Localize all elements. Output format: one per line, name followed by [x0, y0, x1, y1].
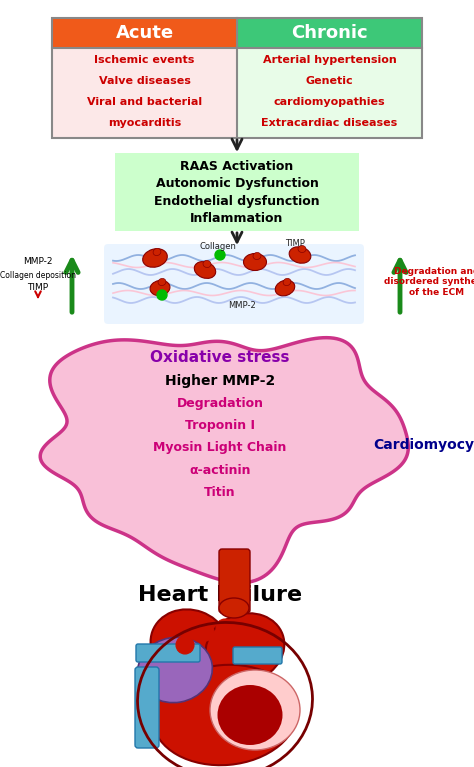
Ellipse shape: [137, 637, 212, 703]
Text: Ischemic events: Ischemic events: [94, 55, 195, 65]
Ellipse shape: [153, 249, 161, 255]
FancyBboxPatch shape: [237, 48, 422, 138]
Ellipse shape: [194, 262, 216, 278]
Text: Valve diseases: Valve diseases: [99, 76, 191, 86]
Text: TIMP: TIMP: [285, 239, 305, 248]
FancyBboxPatch shape: [233, 647, 282, 664]
Ellipse shape: [289, 247, 311, 263]
Text: Myosin Light Chain: Myosin Light Chain: [153, 442, 287, 455]
Circle shape: [216, 619, 234, 637]
Ellipse shape: [244, 254, 266, 271]
Circle shape: [215, 250, 225, 260]
Text: α-actinin: α-actinin: [189, 463, 251, 476]
Text: Troponin I: Troponin I: [185, 420, 255, 433]
Circle shape: [157, 290, 167, 300]
Ellipse shape: [253, 252, 261, 259]
Text: Degradation and
disordered synthesis
of the ECM: Degradation and disordered synthesis of …: [383, 267, 474, 297]
Text: Inflammation: Inflammation: [191, 212, 283, 225]
Text: MMP-2: MMP-2: [228, 301, 256, 310]
Text: Oxidative stress: Oxidative stress: [150, 351, 290, 366]
Text: Chronic: Chronic: [291, 24, 368, 42]
Ellipse shape: [206, 614, 284, 683]
Text: Titin: Titin: [204, 486, 236, 499]
FancyBboxPatch shape: [135, 667, 159, 748]
Text: Viral and bacterial: Viral and bacterial: [87, 97, 202, 107]
FancyBboxPatch shape: [52, 18, 237, 48]
Polygon shape: [40, 337, 408, 583]
Text: TIMP: TIMP: [27, 284, 48, 292]
Ellipse shape: [210, 670, 300, 750]
Ellipse shape: [150, 281, 170, 295]
Text: Heart Failure: Heart Failure: [138, 585, 302, 605]
Text: Degradation: Degradation: [176, 397, 264, 410]
Text: Collagen deposition: Collagen deposition: [0, 271, 76, 279]
Text: Higher MMP-2: Higher MMP-2: [165, 374, 275, 388]
Text: MMP-2: MMP-2: [23, 258, 53, 266]
Ellipse shape: [298, 245, 306, 252]
Ellipse shape: [283, 278, 291, 285]
Ellipse shape: [218, 685, 283, 745]
FancyBboxPatch shape: [115, 153, 359, 231]
Ellipse shape: [275, 280, 295, 296]
Circle shape: [196, 623, 214, 641]
FancyBboxPatch shape: [104, 244, 364, 324]
Text: Acute: Acute: [116, 24, 173, 42]
Ellipse shape: [151, 609, 229, 680]
Circle shape: [176, 636, 194, 654]
Text: RAAS Activation: RAAS Activation: [181, 160, 293, 173]
FancyBboxPatch shape: [52, 48, 237, 138]
Ellipse shape: [158, 278, 166, 285]
Ellipse shape: [153, 665, 297, 765]
Ellipse shape: [143, 249, 167, 267]
Ellipse shape: [203, 261, 211, 268]
FancyBboxPatch shape: [219, 549, 250, 613]
Text: myocarditis: myocarditis: [108, 118, 181, 128]
FancyBboxPatch shape: [136, 644, 200, 662]
Text: Arterial hypertension: Arterial hypertension: [263, 55, 396, 65]
FancyBboxPatch shape: [237, 18, 422, 48]
Text: Collagen: Collagen: [200, 242, 237, 251]
Text: Endothelial dysfunction: Endothelial dysfunction: [154, 195, 320, 208]
Text: cardiomyopathies: cardiomyopathies: [273, 97, 385, 107]
Text: Genetic: Genetic: [306, 76, 353, 86]
Text: Extracardiac diseases: Extracardiac diseases: [261, 118, 398, 128]
Ellipse shape: [219, 598, 249, 618]
Text: Autonomic Dysfunction: Autonomic Dysfunction: [155, 177, 319, 190]
Text: Cardiomyocyte: Cardiomyocyte: [374, 438, 474, 452]
